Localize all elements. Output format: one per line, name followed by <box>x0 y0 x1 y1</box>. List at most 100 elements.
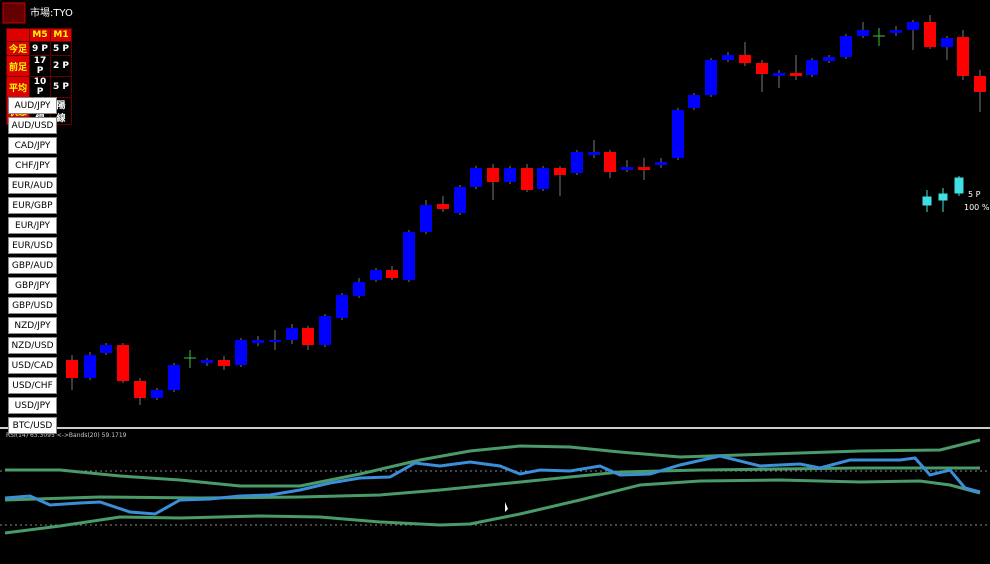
pair-button[interactable]: NZD/USD <box>8 337 57 354</box>
candle-body <box>437 204 449 209</box>
pair-button[interactable]: USD/CAD <box>8 357 57 374</box>
candle-body <box>688 95 700 108</box>
candle-body <box>890 30 902 33</box>
candle-body <box>302 328 314 345</box>
candle-body <box>319 316 331 345</box>
candle-body <box>554 168 566 175</box>
candle-body <box>790 73 802 76</box>
candle-body <box>588 152 600 155</box>
value-cell: 5 P <box>50 41 73 56</box>
candle-body <box>840 36 852 57</box>
header-cell: M1 <box>50 28 73 42</box>
mouse-cursor <box>505 502 508 512</box>
candle-body <box>420 205 432 232</box>
pair-button[interactable]: USD/JPY <box>8 397 57 414</box>
spread-label: 5 P <box>968 190 981 199</box>
candle-body <box>151 390 163 398</box>
indicator-label: RSI(14) 63.3095 <->Bands(20) 59.1719 <box>6 432 127 439</box>
candle-body <box>336 295 348 318</box>
lower-band <box>4 478 981 535</box>
candle-body <box>386 270 398 278</box>
candle-body <box>705 60 717 95</box>
pair-button[interactable]: EUR/AUD <box>8 177 57 194</box>
row-label: 平均 <box>5 76 31 98</box>
candle-body <box>470 168 482 187</box>
candle-body <box>907 22 919 30</box>
candle-body <box>739 55 751 63</box>
candle-body <box>604 152 616 172</box>
pair-button[interactable]: USD/CHF <box>8 377 57 394</box>
pair-button[interactable]: CHF/JPY <box>8 157 57 174</box>
candle-body <box>537 168 549 189</box>
pair-button[interactable]: GBP/AUD <box>8 257 57 274</box>
candle-body <box>924 22 936 47</box>
candle-body <box>84 355 96 378</box>
candle-body <box>823 57 835 61</box>
pair-button[interactable]: GBP/JPY <box>8 277 57 294</box>
value-cell: 5 P <box>50 76 73 98</box>
candle-body <box>773 73 785 76</box>
candle-body <box>504 168 516 182</box>
pair-button[interactable]: AUD/JPY <box>8 97 57 114</box>
upper-band <box>5 438 981 488</box>
candle-body <box>655 162 667 165</box>
candle-body <box>722 55 734 60</box>
pair-button[interactable]: NZD/JPY <box>8 317 57 334</box>
candle-body <box>252 340 264 343</box>
candle-body <box>66 360 78 378</box>
pair-button[interactable]: CAD/JPY <box>8 137 57 154</box>
candle-body <box>100 345 112 353</box>
candle-body <box>571 152 583 173</box>
logo <box>2 2 26 24</box>
candle-body <box>806 60 818 75</box>
value-cell: 17 P <box>29 55 52 77</box>
candle-body <box>454 187 466 213</box>
mini-candle <box>922 196 932 206</box>
candle-body <box>168 365 180 390</box>
candle-body <box>269 340 281 342</box>
row-label: 前足 <box>5 55 31 77</box>
pair-button[interactable]: EUR/USD <box>8 237 57 254</box>
candles <box>66 15 986 405</box>
candle-body <box>218 360 230 366</box>
pair-button[interactable]: AUD/USD <box>8 117 57 134</box>
pair-button[interactable]: EUR/GBP <box>8 197 57 214</box>
mini-candle <box>938 193 948 201</box>
mini-candle <box>954 177 964 194</box>
candle-body <box>621 167 633 170</box>
value-cell: 10 P <box>29 76 52 98</box>
candle-body <box>638 167 650 170</box>
candle-body <box>201 360 213 363</box>
pair-button[interactable]: GBP/USD <box>8 297 57 314</box>
corner-cell <box>5 28 31 42</box>
candle-body <box>235 340 247 365</box>
rsi-line <box>4 454 981 516</box>
candle-body <box>134 381 146 398</box>
table-header: M5 M1 <box>5 28 73 42</box>
candle-body <box>974 76 986 92</box>
candle-body <box>957 37 969 76</box>
market-label: 市場:TYO <box>30 6 73 19</box>
spread-widget <box>922 176 964 212</box>
candle-body <box>117 345 129 381</box>
candle-body <box>403 232 415 280</box>
candle-body <box>941 38 953 47</box>
candle-body <box>487 168 499 182</box>
percent-label: 100 % <box>964 203 990 212</box>
row-label: 今足 <box>5 41 31 56</box>
value-cell: 2 P <box>50 55 73 77</box>
pair-button[interactable]: EUR/JPY <box>8 217 57 234</box>
candle-body <box>286 328 298 340</box>
pair-button[interactable]: BTC/USD <box>8 417 57 434</box>
candle-body <box>857 30 869 36</box>
candle-body <box>370 270 382 280</box>
candle-body <box>756 63 768 74</box>
candle-body <box>521 168 533 190</box>
middle-band <box>4 466 980 502</box>
value-cell: 9 P <box>29 41 52 56</box>
